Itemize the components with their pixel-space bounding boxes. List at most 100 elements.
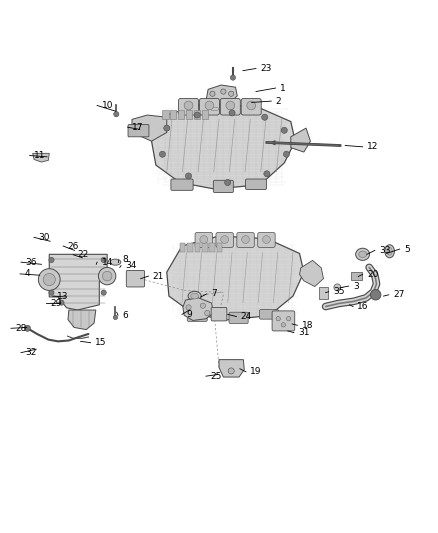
Polygon shape	[167, 236, 304, 320]
Circle shape	[264, 171, 270, 177]
FancyBboxPatch shape	[237, 232, 254, 247]
Circle shape	[261, 114, 268, 120]
Text: 9: 9	[186, 310, 192, 319]
Circle shape	[281, 127, 287, 133]
Text: 19: 19	[251, 367, 262, 376]
Circle shape	[210, 91, 215, 96]
Text: 33: 33	[379, 246, 391, 255]
Text: 28: 28	[15, 324, 27, 333]
Circle shape	[283, 151, 290, 157]
FancyBboxPatch shape	[213, 180, 233, 192]
Circle shape	[101, 290, 106, 295]
Circle shape	[229, 110, 235, 116]
Circle shape	[101, 257, 106, 263]
Bar	[194, 243, 200, 252]
Bar	[186, 110, 192, 119]
Text: 24: 24	[241, 312, 252, 321]
Text: 10: 10	[102, 101, 113, 110]
Circle shape	[164, 125, 170, 131]
Text: 15: 15	[95, 338, 106, 347]
Circle shape	[276, 317, 280, 321]
FancyBboxPatch shape	[258, 232, 275, 247]
Text: 27: 27	[393, 290, 404, 300]
Text: 22: 22	[78, 251, 89, 259]
Polygon shape	[152, 104, 295, 189]
Polygon shape	[132, 115, 167, 141]
Circle shape	[226, 101, 235, 110]
Ellipse shape	[385, 245, 394, 258]
Ellipse shape	[191, 293, 198, 299]
Text: 12: 12	[367, 142, 378, 151]
Circle shape	[286, 317, 291, 321]
Text: 3: 3	[353, 281, 359, 290]
Text: 32: 32	[25, 348, 37, 357]
Text: 34: 34	[125, 261, 137, 270]
Circle shape	[59, 300, 64, 305]
Text: 35: 35	[333, 287, 345, 296]
Text: 7: 7	[211, 289, 217, 298]
Circle shape	[229, 91, 234, 96]
FancyBboxPatch shape	[199, 99, 219, 115]
Polygon shape	[49, 254, 107, 310]
FancyBboxPatch shape	[126, 270, 145, 287]
Bar	[209, 243, 215, 252]
Circle shape	[228, 368, 234, 374]
Bar	[170, 110, 177, 119]
FancyBboxPatch shape	[216, 232, 233, 247]
Circle shape	[242, 236, 250, 244]
Circle shape	[247, 101, 255, 110]
Text: 18: 18	[302, 321, 313, 330]
Circle shape	[49, 257, 54, 263]
Circle shape	[102, 271, 112, 281]
Circle shape	[99, 268, 116, 285]
Ellipse shape	[356, 248, 370, 261]
Circle shape	[113, 315, 117, 320]
Text: 1: 1	[280, 84, 286, 93]
Ellipse shape	[110, 259, 121, 265]
FancyBboxPatch shape	[272, 311, 295, 331]
Bar	[319, 287, 328, 298]
Text: 13: 13	[57, 292, 69, 301]
Text: 26: 26	[67, 241, 79, 251]
Circle shape	[25, 325, 31, 332]
Bar	[217, 243, 223, 252]
FancyBboxPatch shape	[187, 311, 207, 321]
Bar	[351, 272, 362, 279]
Circle shape	[43, 273, 55, 286]
Circle shape	[49, 290, 54, 295]
Bar	[194, 110, 200, 119]
Circle shape	[205, 310, 210, 316]
Circle shape	[371, 289, 381, 300]
Text: 29: 29	[50, 299, 62, 308]
Circle shape	[200, 236, 208, 244]
Text: 31: 31	[298, 328, 310, 337]
Polygon shape	[68, 310, 96, 329]
Text: 36: 36	[25, 257, 37, 266]
Circle shape	[184, 101, 193, 110]
Text: 20: 20	[367, 270, 378, 279]
Text: 4: 4	[25, 269, 30, 278]
Circle shape	[334, 284, 341, 291]
Bar	[178, 110, 184, 119]
Polygon shape	[219, 360, 244, 377]
Bar	[201, 110, 208, 119]
Text: 17: 17	[132, 123, 144, 132]
Circle shape	[281, 322, 286, 327]
Text: 16: 16	[357, 302, 369, 311]
Text: 11: 11	[34, 151, 46, 160]
Circle shape	[230, 75, 236, 80]
FancyBboxPatch shape	[179, 99, 198, 115]
Polygon shape	[206, 85, 237, 104]
Polygon shape	[183, 298, 213, 320]
Bar	[187, 243, 193, 252]
Circle shape	[221, 89, 226, 94]
Text: 2: 2	[276, 96, 281, 106]
Text: 23: 23	[260, 64, 272, 73]
Ellipse shape	[387, 247, 392, 255]
Circle shape	[205, 101, 214, 110]
Polygon shape	[300, 261, 323, 287]
Text: 21: 21	[153, 272, 164, 280]
Text: 14: 14	[102, 257, 113, 266]
Circle shape	[262, 236, 270, 244]
FancyBboxPatch shape	[259, 310, 279, 319]
